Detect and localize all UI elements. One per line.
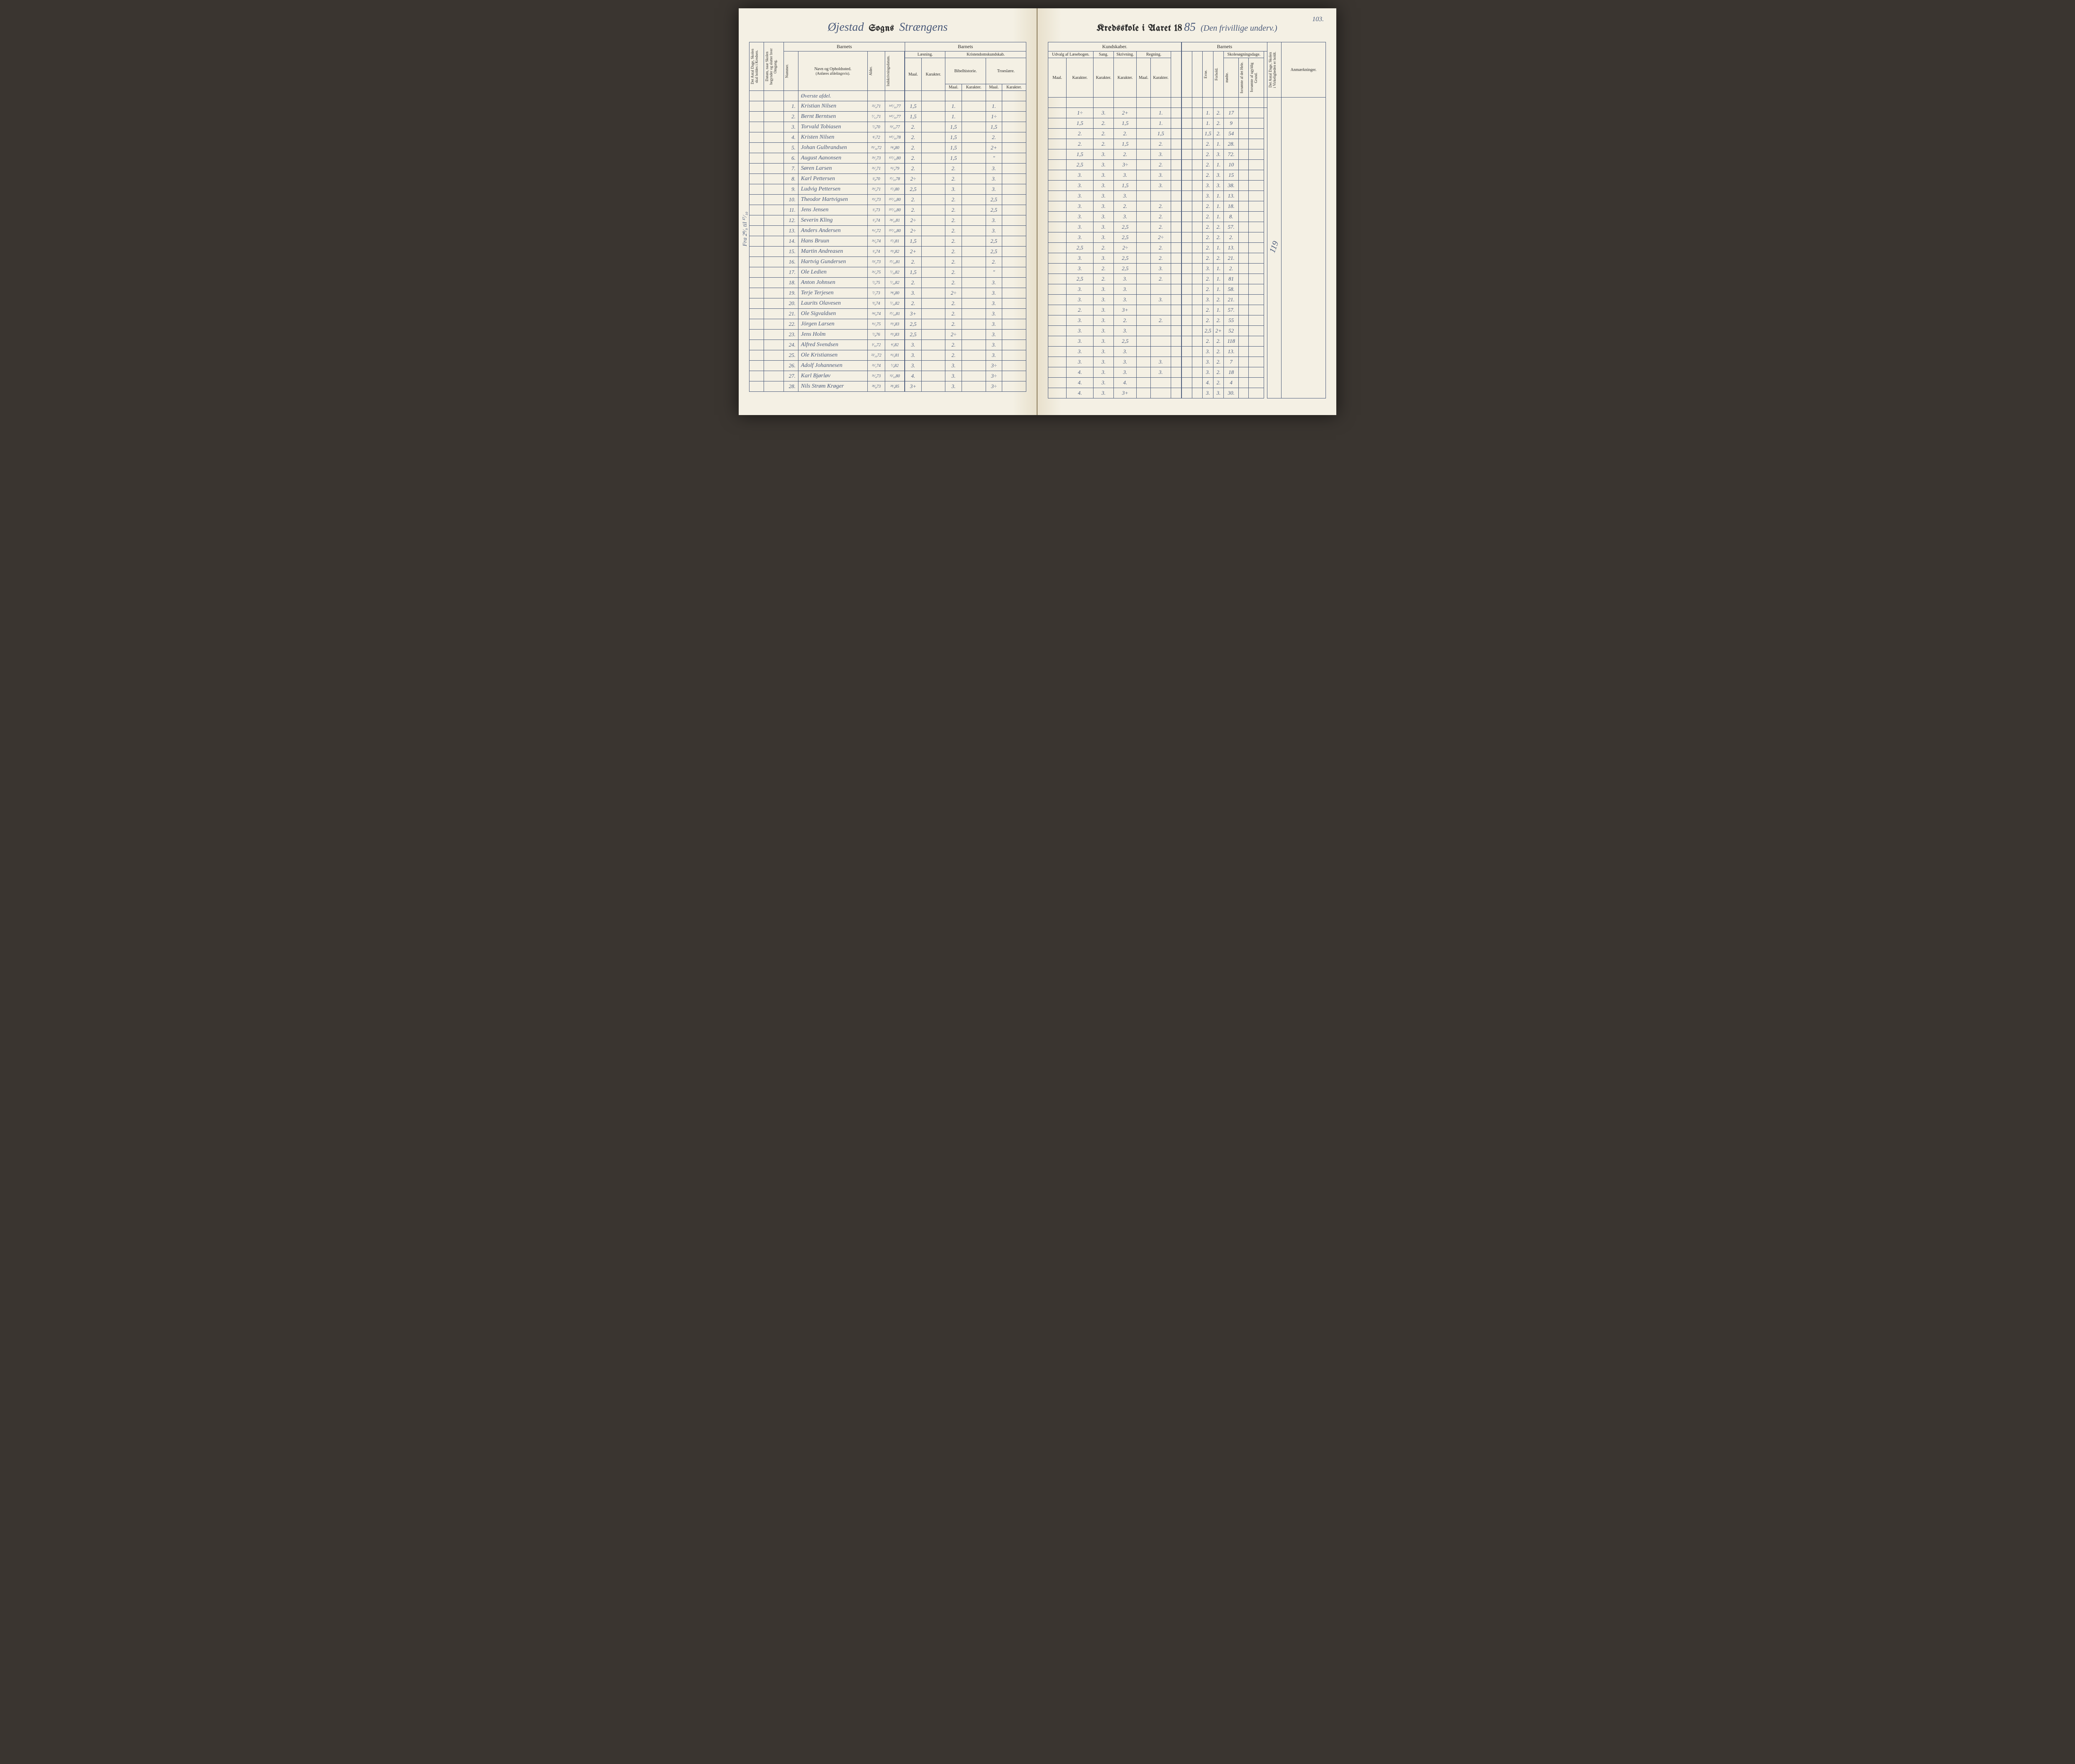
- table-row: 3.Torvald Tobiasen⁷⁄₉70¹³⁄₁₀772.1,51,5: [749, 122, 1026, 132]
- empty-anm: [1282, 98, 1326, 398]
- left-thead: Det Antal Dage, Skolen skal holdes i Kre…: [749, 42, 1026, 91]
- h-kristendom: Kristendomskundskab.: [945, 51, 1026, 58]
- table-row: 19.Terje Terjesen⁷⁄₂73³⁴⁄₈803.2÷3.: [749, 288, 1026, 298]
- h-evne: Evne.: [1204, 56, 1208, 93]
- table-row: 26.Adolf Johannesen²¹⁄₁74⁷⁄₄823.3.3÷: [749, 361, 1026, 371]
- margin-note: Fra 2⁸⁄₉ til ¹⁷⁄₁₀: [742, 212, 749, 246]
- h-t-maal: Maal.: [986, 84, 1002, 91]
- h-navn-sub: (Anføres afdelingsvis).: [800, 71, 866, 76]
- h-skolesog: Skolesøgningsdage.: [1224, 51, 1264, 58]
- h-fors-h: forsømte af det Hele.: [1240, 59, 1244, 96]
- h-laesning: Læsning.: [905, 51, 945, 58]
- h-sk-kar: Karakter.: [1114, 58, 1137, 98]
- h-barnets-2: Barnets: [905, 42, 1026, 51]
- h-sg-kar: Karakter.: [1094, 58, 1114, 98]
- right-page: 103. Kredsskole i Aaret 1885 (Den frivil…: [1038, 8, 1336, 415]
- table-row: 9.Ludvig Pettersen²⁹⁄₄71¹⁷⁄₅802,53.3.: [749, 184, 1026, 195]
- h-bibel: Bibelhistorie.: [945, 58, 986, 84]
- page-number: 103.: [1312, 16, 1324, 23]
- left-title: Øjestad Sogns Strængens: [749, 21, 1026, 36]
- right-title: Kredsskole i Aaret 1885 (Den frivillige …: [1048, 21, 1326, 36]
- table-row: 14.Hans Bruun²⁶⁄₆74¹⁷⁄₅811,52.2,5: [749, 236, 1026, 247]
- h-antal-holdt: Det Antal Dage, Skolen i Virkeligheden e…: [1269, 51, 1277, 88]
- table-row: 2.Bernt Berntsen⁷⁄₁₂71¹⁴⁷⁄₁₀771,51.1÷: [749, 112, 1026, 122]
- h-b-kar: Karakter.: [962, 84, 986, 91]
- table-row: 5.Johan Gulbrandsen²⁹⁄₁₆72²⁴⁄₈802.1,52+: [749, 143, 1026, 153]
- table-row: 15.Martin Andreasen¹⁄₄74¹⁹⁄₄822+2.2,5: [749, 247, 1026, 257]
- section-label: Øverste afdel.: [798, 91, 867, 101]
- table-row: 18.Anton Johnsen⁷⁄₆75⁷⁄₁₀822.2.3.: [749, 278, 1026, 288]
- h-l-kar: Karakter.: [921, 58, 945, 91]
- h-alder: Alder.: [869, 52, 873, 90]
- table-row: 7.Søren Larsen²⁶⁄₂71¹⁶⁄₄792.2.3.: [749, 164, 1026, 174]
- h-modte: mødte.: [1225, 59, 1229, 96]
- table-row: 11.Jens Jensen¹⁄₅73²⁵⁷⁄₁₀802.2.2,5: [749, 205, 1026, 215]
- table-row: 20.Laurits Olavesen⁹⁄₆74⁷⁄₁₀822.2.3.: [749, 298, 1026, 309]
- table-row: 24.Alfred Svendsen³⁄₁₀72⁴⁄₃823.2.3.: [749, 340, 1026, 350]
- table-row: 6.August Aanonsen²⁹⁄₂73¹⁵⁷⁄₁₀802.1,5": [749, 153, 1026, 164]
- table-row: 27.Karl Bjørløv²⁶⁄₄73¹²⁄₁₀804.3.3÷: [749, 371, 1026, 381]
- right-tbody: 119 1÷3.2+1.1.2.171,52.1,51.1.2.92.2.2.1…: [1048, 98, 1326, 398]
- h-l-maal: Maal.: [905, 58, 921, 91]
- h-regning: Regning.: [1137, 51, 1171, 58]
- left-table: Det Antal Dage, Skolen skal holdes i Kre…: [749, 42, 1026, 392]
- h-u-maal: Maal.: [1048, 58, 1067, 98]
- table-row: 10.Theodor Hartvigsen¹⁹⁄₄73²⁵⁷⁄₁₀802.2.2…: [749, 195, 1026, 205]
- table-row: 25.Ole Kristiansen²²⁄₁₀72¹⁶⁄₆813.2.3.: [749, 350, 1026, 361]
- sogns-label: Sogns: [869, 24, 894, 33]
- left-tbody: Øverste afdel. 1.Kristian Nilsen²⁵⁄₄71¹⁴…: [749, 91, 1026, 392]
- h-antal-dage: Det Antal Dage, Skolen skal holdes i Kre…: [751, 48, 759, 85]
- h-barnets-1: Barnets: [784, 42, 905, 51]
- table-row: 23.Jens Holm⁷⁄₈76¹⁹⁄₄832,52÷3.: [749, 330, 1026, 340]
- table-row: 12.Severin Kling¹⁄₃74²⁴⁄₁₀812÷2.3.: [749, 215, 1026, 226]
- section-row: Øverste afdel.: [749, 91, 1026, 101]
- h-anm: Anmærkninger.: [1282, 42, 1326, 98]
- h-nummer: Nummer.: [785, 52, 789, 90]
- table-row: 4.Kristen Nilsen⁴⁄₇72¹⁴⁷⁄₁₀782.1,52.: [749, 132, 1026, 143]
- district-name: Strængens: [899, 21, 948, 34]
- h-navn: Navn og Opholdssted.: [800, 67, 866, 71]
- kredsskole-label: Kredsskole i Aaret 18: [1096, 24, 1182, 33]
- h-r-maal: Maal.: [1137, 58, 1151, 98]
- ledger-book: Fra 2⁸⁄₉ til ¹⁷⁄₁₀ Øjestad Sogns Strænge…: [739, 8, 1336, 415]
- right-table: Kundskaber. Barnets Det Antal Dage, Skol…: [1048, 42, 1326, 398]
- h-sang: Sang.: [1094, 51, 1114, 58]
- table-row: 16.Hartvig Gundersen²³⁄₃73²⁷⁄₁₀812.2.2.: [749, 257, 1026, 267]
- h-udvalg: Udvalg af Læsebogen.: [1048, 51, 1094, 58]
- h-t-kar: Karakter.: [1002, 84, 1026, 91]
- table-row: 22.Jörgen Larsen¹⁶⁄₃75¹⁹⁄₄832,52.3.: [749, 319, 1026, 330]
- anm-cell: 119: [1267, 98, 1282, 398]
- table-row: 28.Nils Strøm Krøger²⁸⁄₈73²⁸⁄₄853+3.3÷: [749, 381, 1026, 392]
- table-row: 13.Anders Andersen¹⁶⁄₃72²⁵⁷⁄₁₀802÷2.3.: [749, 226, 1026, 236]
- h-forhold: Forhold.: [1215, 56, 1219, 93]
- h-skriv: Skrivning.: [1114, 51, 1137, 58]
- table-row: 17.Ole Ledien²⁶⁄₄75⁷⁄₁₀821,52.": [749, 267, 1026, 278]
- h-kundskaber: Kundskaber.: [1048, 42, 1182, 51]
- h-datum: Datum, naar Skolen begynder og slutter h…: [765, 48, 778, 85]
- table-row: 8.Karl Pettersen²⁄₈70¹⁷⁄₁₀782÷2.3.: [749, 174, 1026, 184]
- year: 85: [1184, 21, 1196, 34]
- parish-name: Øjestad: [828, 21, 864, 34]
- h-barnets-r: Barnets: [1182, 42, 1267, 51]
- table-row: 21.Ole Sigvaldsen²⁴⁄₉74²⁷⁄₁₀813+2.3.: [749, 309, 1026, 319]
- h-indskriv: Indskrivningsdatum.: [886, 52, 891, 90]
- left-page: Fra 2⁸⁄₉ til ¹⁷⁄₁₀ Øjestad Sogns Strænge…: [739, 8, 1038, 415]
- table-row: 1.Kristian Nilsen²⁵⁄₄71¹⁴⁷⁄₁₀771,51.1.: [749, 101, 1026, 112]
- right-thead: Kundskaber. Barnets Det Antal Dage, Skol…: [1048, 42, 1326, 98]
- subtitle: (Den frivillige underv.): [1201, 24, 1277, 33]
- h-u-kar: Karakter.: [1067, 58, 1094, 98]
- h-b-maal: Maal.: [945, 84, 962, 91]
- h-fors-u: forsømte af ugyldig Grund.: [1250, 59, 1258, 96]
- spacer-row: 119: [1048, 98, 1326, 108]
- h-troes: Troeslære.: [986, 58, 1026, 84]
- h-r-kar: Karakter.: [1150, 58, 1171, 98]
